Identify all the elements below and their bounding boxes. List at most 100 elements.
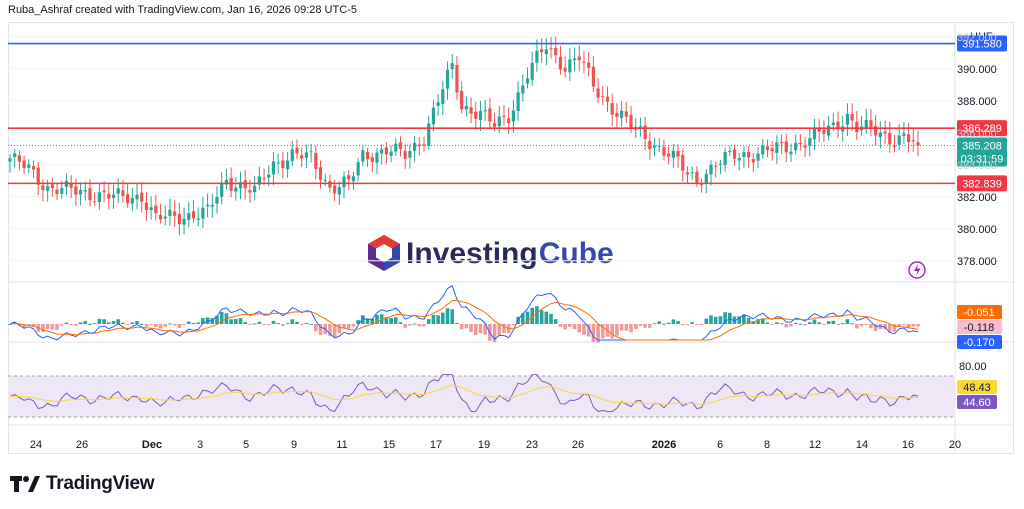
candle-body (695, 171, 699, 183)
macd-histogram-bar (45, 324, 50, 330)
tradingview-logo[interactable]: TradingView (10, 472, 155, 496)
macd-histogram-bar (158, 324, 163, 329)
macd-histogram-bar (182, 324, 186, 325)
macd-histogram-bar (737, 316, 742, 324)
rsi-value-label-bg (957, 395, 997, 409)
macd-value-label-bg (957, 335, 1002, 349)
candle-body (587, 62, 591, 68)
hline-label-bg (957, 120, 1007, 137)
macd-histogram-bar (412, 323, 417, 325)
candle-body (714, 165, 718, 167)
macd-histogram-bar (690, 322, 694, 324)
macd-histogram-bar (121, 322, 125, 324)
candle-body (671, 150, 675, 158)
macd-histogram-bar (417, 324, 422, 327)
candle-body (290, 149, 294, 161)
hline-label: 382.839 (962, 178, 1002, 190)
candle-body (798, 142, 802, 145)
candle-body (375, 152, 379, 163)
macd-histogram-bar (135, 321, 139, 324)
candle-body (389, 151, 393, 156)
candle-body (215, 197, 219, 204)
macd-histogram-bar (370, 318, 375, 324)
macd-histogram-bar (826, 321, 831, 324)
candle-body (549, 48, 553, 50)
candle-body (347, 175, 351, 180)
candle-body (220, 182, 224, 197)
macd-histogram-bar (172, 324, 177, 326)
rsi-value-label: 44.60 (963, 397, 991, 409)
candle-body (784, 141, 788, 153)
candle-body (883, 131, 887, 134)
macd-histogram-bar (116, 319, 121, 324)
macd-histogram-bar (210, 318, 215, 324)
macd-histogram-bar (248, 324, 252, 325)
candle-body (554, 47, 558, 56)
candle-body (779, 142, 784, 144)
macd-histogram-bar (549, 313, 553, 324)
candle-body (342, 176, 346, 188)
hline-label: 386.289 (962, 123, 1002, 135)
candle-body (751, 158, 755, 163)
rsi-band (8, 376, 955, 417)
candle-body (464, 105, 468, 110)
candle-body (897, 135, 901, 145)
macd-histogram-bar (629, 324, 633, 333)
candle-body (394, 143, 398, 152)
macd-histogram-bar (426, 319, 431, 324)
investingcube-logo-icon (368, 235, 400, 271)
candle-body (333, 185, 337, 194)
price-tick: 380.000 (957, 224, 997, 236)
macd-histogram-bar (186, 321, 191, 324)
macd-histogram-bar (685, 324, 690, 325)
macd-histogram-bar (215, 315, 219, 324)
candle-body (521, 85, 525, 94)
candle-body (681, 154, 685, 171)
macd-value-label: -0.170 (963, 337, 994, 349)
macd-histogram-bar (168, 323, 172, 325)
candle-body (413, 142, 417, 151)
price-tick: 384.000 (957, 160, 997, 172)
macd-histogram-bar (342, 324, 346, 328)
hline-label-bg (957, 175, 1007, 192)
macd-histogram-bar (41, 324, 45, 333)
candle-body (168, 209, 172, 216)
watermark-text-2: Cube (539, 237, 614, 270)
price-tick: 382.000 (957, 192, 997, 204)
macd-histogram-bar (850, 323, 854, 325)
macd-histogram-bar (464, 324, 469, 329)
price-tick: 390.000 (957, 64, 997, 76)
candle-body (563, 67, 567, 72)
candle-body (436, 102, 440, 106)
macd-histogram-bar (97, 318, 102, 324)
candle-body (445, 70, 450, 89)
macd-histogram-bar (916, 324, 920, 327)
candle-body (638, 126, 643, 128)
candle-body (276, 162, 280, 164)
candle-body (309, 151, 313, 153)
candle-body (196, 218, 200, 220)
candle-body (191, 211, 196, 219)
candle-body (469, 107, 473, 114)
macd-histogram-bar (403, 324, 407, 328)
macd-histogram-bar (422, 324, 426, 327)
macd-histogram-bar (671, 319, 676, 324)
candle-body (855, 121, 859, 133)
candle-body (337, 187, 341, 195)
candle-body (808, 138, 812, 146)
candle-body (888, 132, 892, 145)
macd-histogram-bar (652, 323, 657, 325)
lightning-icon[interactable] (908, 261, 926, 279)
macd-histogram-bar (299, 324, 304, 325)
candle-body (488, 108, 492, 122)
macd-histogram-bar (295, 321, 299, 324)
candle-body (699, 184, 704, 186)
macd-histogram-bar (74, 324, 78, 326)
macd-histogram-bar (859, 324, 864, 327)
time-tick: 6 (717, 439, 723, 451)
macd-histogram-bar (356, 320, 360, 324)
macd-histogram-bar (436, 315, 440, 324)
macd-histogram-bar (50, 324, 55, 330)
macd-histogram-bar (351, 324, 356, 327)
